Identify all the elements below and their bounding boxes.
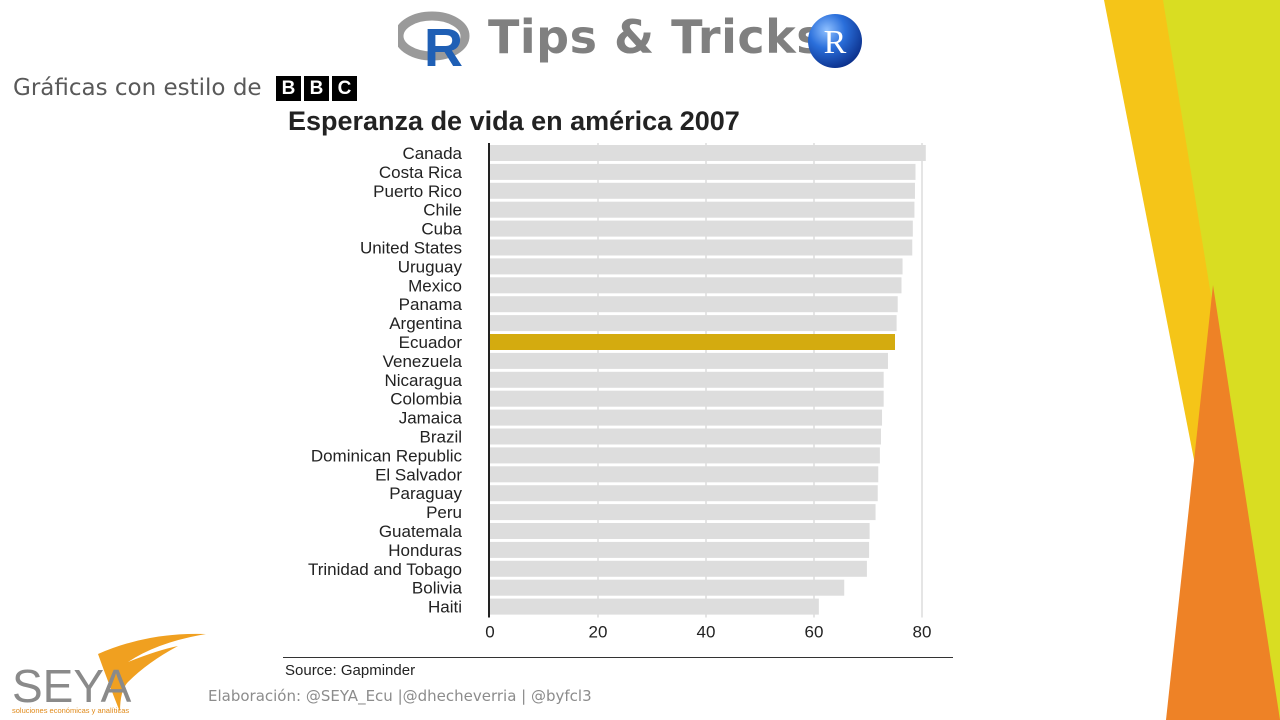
bar [490, 258, 903, 275]
category-label: Jamaica [399, 409, 463, 428]
category-label: Chile [423, 201, 462, 220]
r-logo-icon: R [398, 11, 470, 68]
r-ball-icon: R [808, 14, 862, 68]
bar [490, 390, 884, 407]
category-label: Canada [402, 144, 462, 163]
x-tick-label: 40 [697, 623, 716, 642]
category-label: El Salvador [375, 465, 462, 484]
category-label: Argentina [389, 314, 462, 333]
r-ball-letter: R [824, 24, 847, 61]
bar [490, 409, 883, 426]
bar [490, 598, 819, 615]
category-label: Bolivia [412, 579, 463, 598]
category-label: Honduras [388, 541, 462, 560]
bbc-letter-3: C [332, 76, 357, 101]
bar [490, 504, 876, 521]
bar [490, 220, 913, 237]
bar [490, 145, 926, 161]
bar [490, 277, 902, 294]
category-label: Mexico [408, 276, 462, 295]
category-label: Venezuela [383, 352, 463, 371]
x-tick-label: 20 [589, 623, 608, 642]
seya-swoosh-icon [98, 633, 206, 712]
category-label: Brazil [419, 428, 462, 447]
bbc-letter-1: B [276, 76, 301, 101]
bar [490, 163, 916, 180]
category-label: Paraguay [389, 484, 462, 503]
chart-source: Source: Gapminder [285, 662, 416, 679]
bar [490, 239, 913, 256]
category-label: Uruguay [398, 257, 463, 276]
category-label: Ecuador [399, 333, 463, 352]
category-label: Peru [426, 503, 462, 522]
bar [490, 371, 884, 388]
category-label: United States [360, 239, 462, 258]
bar [490, 485, 878, 502]
seya-tagline: soluciones económicas y analíticas [12, 706, 129, 715]
bar [490, 579, 845, 596]
bar [490, 182, 915, 199]
category-label: Puerto Rico [373, 182, 462, 201]
category-label: Dominican Republic [311, 446, 463, 465]
chart-title: Esperanza de vida en américa 2007 [288, 106, 740, 136]
credits: Elaboración: @SEYA_Ecu |@dhecheverria | … [208, 687, 592, 705]
x-tick-label: 60 [805, 623, 824, 642]
seya-logo: SEYA soluciones económicas y analíticas [12, 633, 206, 715]
header: R Tips & Tricks R [0, 4, 1280, 70]
bar [490, 201, 915, 218]
subtitle: Gráficas con estilo de [13, 75, 262, 101]
category-label: Panama [399, 295, 463, 314]
bar [490, 560, 867, 577]
category-label: Cuba [421, 220, 462, 239]
x-tick-label: 80 [913, 623, 932, 642]
bar [490, 296, 898, 313]
category-label: Haiti [428, 598, 462, 617]
category-label: Guatemala [379, 522, 463, 541]
category-label: Colombia [390, 390, 462, 409]
bar [490, 315, 897, 332]
x-tick-label: 0 [485, 623, 494, 642]
page-title: Tips & Tricks [488, 10, 825, 64]
bar [490, 466, 879, 483]
seya-logo-text: SEYA [12, 660, 132, 712]
bar [490, 428, 881, 445]
bbc-logo: B B C [276, 76, 357, 101]
source-divider [283, 657, 953, 658]
category-label: Costa Rica [379, 163, 463, 182]
category-label: Trinidad and Tobago [308, 560, 462, 579]
bar [490, 352, 888, 369]
deco-orange-triangle [1166, 285, 1280, 720]
bar [490, 541, 870, 558]
bar [490, 523, 870, 539]
bar [490, 447, 880, 464]
category-label: Nicaragua [385, 371, 463, 390]
bbc-letter-2: B [304, 76, 329, 101]
r-logo-letter: R [424, 18, 463, 68]
bar-highlight [490, 334, 895, 350]
